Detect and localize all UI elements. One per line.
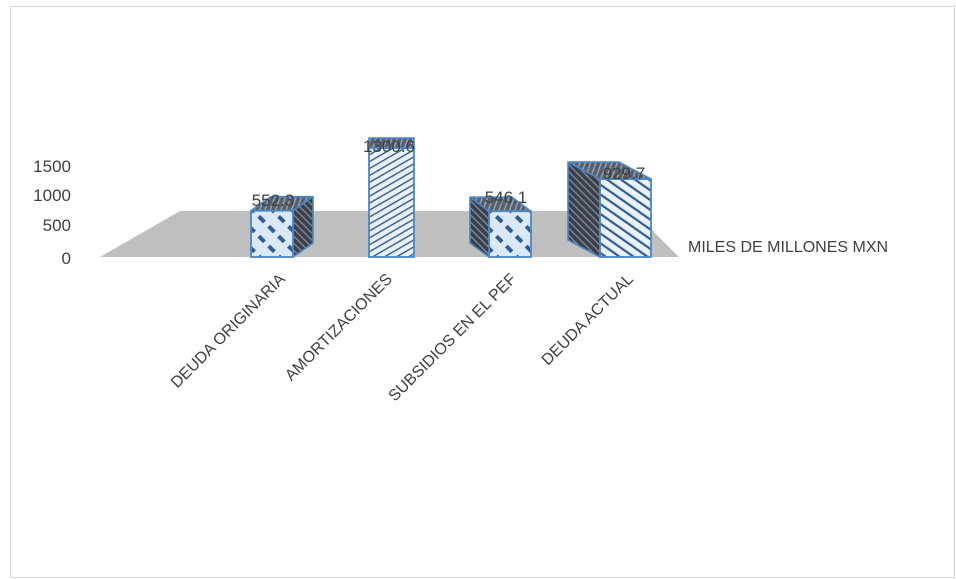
bars bbox=[250, 137, 652, 258]
category-label: AMORTIZACIONES bbox=[282, 271, 396, 385]
bar bbox=[469, 196, 532, 258]
data-labels: 552.3 1300.6 546.1 929.7 bbox=[252, 137, 646, 210]
y-tick-label: 1000 bbox=[33, 186, 71, 205]
bar bbox=[567, 161, 652, 258]
category-label: DEUDA ACTUAL bbox=[539, 271, 637, 369]
category-label: DEUDA ORIGINARIA bbox=[168, 271, 289, 392]
bar bbox=[250, 195, 314, 258]
x-axis: DEUDA ORIGINARIA AMORTIZACIONES SUBSIDIO… bbox=[168, 271, 637, 405]
data-label: 546.1 bbox=[485, 188, 528, 207]
y-tick-label: 0 bbox=[62, 249, 71, 268]
series-label: MILES DE MILLONES MXN bbox=[688, 239, 888, 256]
y-tick-label: 500 bbox=[43, 216, 71, 235]
bar-front bbox=[250, 209, 294, 258]
bar bbox=[368, 137, 415, 258]
bar-front bbox=[599, 178, 652, 258]
category-label: SUBSIDIOS EN EL PEF bbox=[386, 271, 520, 405]
y-tick-label: 1500 bbox=[33, 157, 71, 176]
y-axis: 1500 1000 500 0 bbox=[33, 157, 71, 268]
bar-side bbox=[567, 161, 601, 258]
bar-front bbox=[488, 210, 532, 258]
bar-front bbox=[368, 147, 415, 258]
data-label: 1300.6 bbox=[363, 137, 415, 156]
chart-area bbox=[10, 6, 955, 578]
data-label: 552.3 bbox=[252, 191, 295, 210]
data-label: 929.7 bbox=[603, 164, 646, 183]
